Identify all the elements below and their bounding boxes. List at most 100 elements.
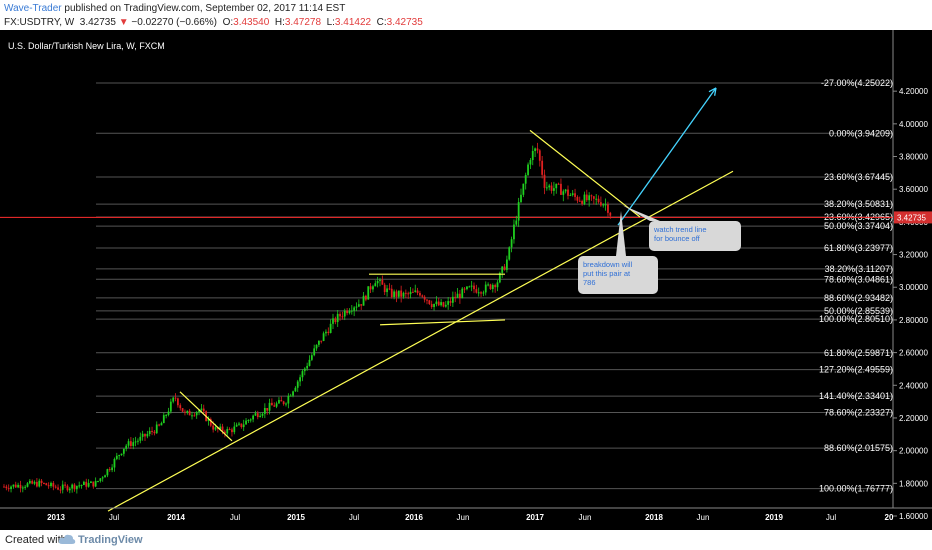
support-line-2015 — [379, 319, 506, 326]
candle-body — [508, 247, 511, 260]
candle-body — [160, 423, 163, 426]
candle-body — [449, 301, 452, 303]
candle-body — [604, 204, 607, 206]
time-axis: 2013 Jul 2014 Jul 2015 Jul 2016 Jun 2017 Jun 2018 J… — [0, 507, 932, 522]
candle-body — [122, 448, 125, 454]
candlestick-chart[interactable]: -27.00%(4.25022) 0.00%(3.94209) 23.60%(3.6… — [0, 30, 932, 530]
candle-body — [433, 304, 435, 308]
candle-body — [487, 284, 489, 286]
down-arrow-icon: ▼ — [118, 17, 129, 28]
candle-body — [115, 455, 118, 459]
tradingview-brand[interactable]: TradingView — [78, 534, 143, 546]
candle-body — [299, 377, 301, 382]
open-label: O: — [222, 17, 234, 28]
candle-body — [19, 484, 22, 489]
candle-body — [219, 426, 222, 430]
candle-body — [489, 284, 492, 289]
candle-body — [54, 486, 57, 488]
candle-body — [367, 286, 370, 300]
candle-body — [318, 340, 320, 345]
price-change: −0.02270 (−0.66%) — [131, 17, 218, 28]
callout-bounce-text: watch trend line — [653, 225, 707, 234]
chart-area[interactable]: -27.00%(4.25022) 0.00%(3.94209) 23.60%(3.6… — [0, 30, 932, 530]
candle-body — [470, 285, 473, 287]
candle-body — [329, 323, 332, 333]
candle-body — [294, 387, 297, 392]
candle-body — [184, 411, 186, 413]
candles — [3, 142, 612, 494]
candle-body — [285, 403, 287, 405]
candle-body — [94, 481, 97, 487]
candle-body — [383, 284, 386, 293]
candle-body — [548, 185, 551, 188]
candle-body — [120, 453, 123, 456]
candle-body — [132, 442, 135, 446]
candle-body — [541, 160, 544, 175]
candle-body — [569, 194, 572, 196]
candle-body — [477, 292, 480, 294]
candle-body — [127, 441, 130, 446]
candle-body — [322, 333, 325, 342]
footer: Created with TradingView — [0, 530, 932, 550]
candle-body — [85, 481, 88, 487]
candle-body — [325, 331, 327, 334]
candle-body — [226, 429, 229, 434]
candle-body — [108, 469, 111, 471]
candle-body — [390, 288, 393, 297]
candle-body — [266, 407, 269, 411]
fibonacci-levels: -27.00%(4.25022) 0.00%(3.94209) 23.60%(3.6… — [0, 78, 893, 494]
price-tick-label: 2.80000 — [899, 316, 928, 325]
price-tick-label: 4.20000 — [899, 87, 928, 96]
author-link[interactable]: Wave-Trader — [4, 3, 62, 14]
candle-body — [365, 295, 367, 300]
fib-label: 88.60%(2.93482) — [824, 293, 893, 303]
candle-body — [459, 293, 461, 299]
candle-body — [491, 284, 494, 289]
candle-body — [550, 185, 553, 191]
projection-arrow-line — [617, 87, 717, 226]
candle-body — [517, 202, 520, 221]
callout-breakdown-pointer — [616, 211, 626, 256]
candle-body — [494, 284, 497, 288]
candle-body — [400, 290, 403, 297]
candle-body — [282, 401, 285, 405]
publish-line: Wave-Trader published on TradingView.com… — [4, 3, 345, 14]
price-tick-label: 1.80000 — [899, 479, 928, 488]
candle-body — [167, 411, 170, 415]
candle-body — [261, 413, 264, 416]
candle-body — [388, 288, 391, 290]
candle-body — [14, 484, 17, 488]
candle-body — [334, 318, 337, 323]
time-tick-label: 2018 — [645, 513, 663, 522]
candle-body — [306, 365, 309, 369]
candle-body — [595, 198, 598, 200]
time-tick-label: Jun — [697, 513, 710, 522]
fib-label: 61.80%(3.23977) — [824, 243, 893, 253]
price-tick-label: 3.80000 — [899, 153, 928, 162]
candle-body — [313, 348, 316, 356]
candle-body — [137, 440, 139, 442]
candle-body — [567, 189, 569, 196]
price-tick-label: 3.60000 — [899, 185, 928, 194]
candle-body — [588, 195, 591, 201]
candle-body — [214, 427, 217, 430]
symbol-label: FX:USDTRY, W — [4, 17, 75, 28]
candle-body — [212, 425, 215, 430]
time-tick-label: Jun — [579, 513, 592, 522]
last-price: 3.42735 — [79, 17, 116, 28]
candle-body — [583, 194, 586, 204]
candle-body — [510, 239, 513, 248]
time-tick-label: 2015 — [287, 513, 305, 522]
candle-body — [428, 300, 431, 305]
candle-body — [522, 183, 525, 195]
candle-body — [144, 433, 146, 437]
candle-body — [191, 415, 193, 417]
fib-label: 78.60%(3.04861) — [824, 274, 893, 284]
candle-body — [473, 285, 475, 290]
callout-breakdown-box — [578, 256, 658, 294]
callout-breakdown-text: breakdown will — [583, 260, 633, 269]
candle-body — [66, 485, 69, 491]
price-tick-label: 3.00000 — [899, 283, 928, 292]
